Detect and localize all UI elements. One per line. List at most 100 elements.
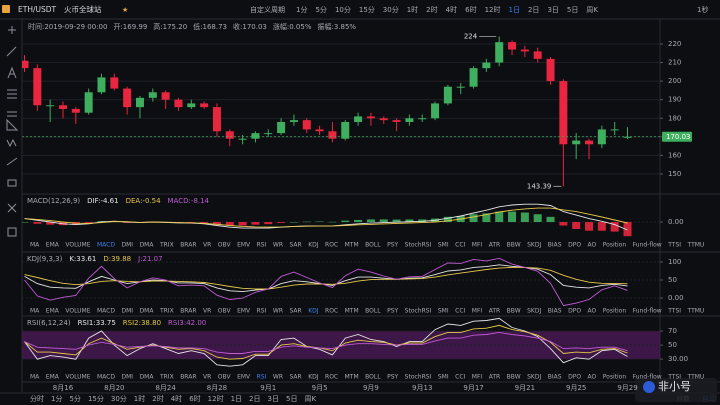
bottom-period[interactable]: 4时 <box>171 394 182 403</box>
indicator-tab[interactable]: TTMU <box>687 308 705 315</box>
indicator-tab[interactable]: MTM <box>345 308 359 315</box>
indicator-tab[interactable]: VR <box>203 308 211 315</box>
indicator-tab[interactable]: EMV <box>237 374 251 381</box>
indicator-tab[interactable]: TTSI <box>667 242 681 249</box>
shape-tool[interactable] <box>6 118 19 131</box>
indicator-tab[interactable]: VR <box>203 374 211 381</box>
crosshair-tool[interactable] <box>8 26 16 34</box>
delete-tool[interactable] <box>7 203 17 213</box>
indicator-tab[interactable]: EMA <box>46 242 60 249</box>
indicator-tab[interactable]: Fund-flow <box>633 308 662 315</box>
indicator-tab[interactable]: Fund-flow <box>633 374 662 381</box>
indicator-tab[interactable]: KDJ <box>308 308 319 315</box>
indicator-tab[interactable]: DPO <box>568 242 581 249</box>
indicator-tab[interactable]: ATR <box>489 242 500 249</box>
period-button[interactable]: 1日 <box>509 6 520 14</box>
bottom-period[interactable]: 2日 <box>249 395 260 403</box>
indicator-tab[interactable]: EMA <box>46 374 60 381</box>
indicator-tab[interactable]: WR <box>273 308 283 315</box>
indicator-tab[interactable]: KDJ <box>308 374 319 381</box>
indicator-tab[interactable]: Position <box>603 242 627 249</box>
magnet-tool[interactable] <box>7 179 17 187</box>
indicator-tab[interactable]: DMA <box>140 242 155 249</box>
indicator-tab[interactable]: CCI <box>455 308 465 315</box>
indicator-tab[interactable]: ROC <box>325 374 338 381</box>
indicator-tab[interactable]: DMA <box>140 308 155 315</box>
indicator-tab[interactable]: DMI <box>121 242 133 249</box>
bottom-period[interactable]: 周K <box>304 395 316 403</box>
indicator-tab[interactable]: BBW <box>507 242 521 249</box>
favorite-star[interactable]: ★ <box>122 6 128 14</box>
indicator-tab[interactable]: TTMU <box>687 374 705 381</box>
indicator-tab[interactable]: Position <box>603 374 627 381</box>
indicator-tab[interactable]: BBW <box>507 374 521 381</box>
indicator-tab[interactable]: ROC <box>325 242 338 249</box>
indicator-tab[interactable]: StochRSI <box>405 308 432 315</box>
indicator-tab[interactable]: MACD <box>97 374 115 381</box>
period-button[interactable]: 5分 <box>315 5 326 14</box>
bottom-period[interactable]: 1时 <box>134 394 145 403</box>
period-button[interactable]: 5日 <box>567 6 578 14</box>
symbol[interactable]: ETH/USDT <box>18 5 57 14</box>
channel-tool[interactable] <box>7 111 17 117</box>
indicator-tab[interactable]: BOLL <box>365 242 381 249</box>
indicator-tab[interactable]: TRIX <box>159 374 174 381</box>
indicator-tab[interactable]: VOLUME <box>65 308 90 315</box>
indicator-tab[interactable]: MTM <box>345 374 359 381</box>
indicator-tab[interactable]: SMI <box>438 308 449 315</box>
indicator-tab[interactable]: MFI <box>472 242 483 249</box>
indicator-tab[interactable]: BOLL <box>365 374 381 381</box>
indicator-tab[interactable]: RSI <box>257 242 267 249</box>
indicator-tab[interactable]: TTSI <box>667 374 681 381</box>
indicator-tab[interactable]: EMV <box>237 242 251 249</box>
indicator-tab[interactable]: DPO <box>568 308 581 315</box>
indicator-tab[interactable]: BRAR <box>180 308 196 315</box>
indicator-tab[interactable]: PSY <box>387 308 398 315</box>
indicator-tab[interactable]: AO <box>588 374 597 381</box>
indicator-tab[interactable]: BIAS <box>548 242 562 249</box>
indicator-tab[interactable]: TTSI <box>667 308 681 315</box>
period-button[interactable]: 4时 <box>446 5 457 14</box>
indicator-tab[interactable]: TTMU <box>687 242 705 249</box>
indicator-tab[interactable]: MA <box>30 308 40 315</box>
indicator-tab[interactable]: VOLUME <box>65 242 90 249</box>
indicator-tab[interactable]: RSI <box>257 308 267 315</box>
indicator-tab[interactable]: MACD <box>97 308 115 315</box>
indicator-tab[interactable]: EMA <box>46 308 60 315</box>
period-button[interactable]: 12时 <box>485 5 501 14</box>
bottom-period[interactable]: 6时 <box>189 394 200 403</box>
indicator-tab[interactable]: OBV <box>218 308 232 315</box>
indicator-tab[interactable]: StochRSI <box>405 242 432 249</box>
indicator-tab[interactable]: DMI <box>121 308 133 315</box>
period-button[interactable]: 1分 <box>296 5 307 14</box>
indicator-tab[interactable]: OBV <box>218 242 232 249</box>
period-button[interactable]: 3日 <box>547 6 558 14</box>
indicator-tab[interactable]: OBV <box>218 374 232 381</box>
indicator-tab[interactable]: CCI <box>455 374 465 381</box>
indicator-tab[interactable]: PSY <box>387 374 398 381</box>
indicator-tab[interactable]: ATR <box>489 374 500 381</box>
indicator-tab[interactable]: AO <box>588 308 597 315</box>
indicator-tab[interactable]: SAR <box>290 308 302 315</box>
indicator-tab[interactable]: StochRSI <box>405 374 432 381</box>
bottom-period[interactable]: 30分 <box>111 394 127 403</box>
indicator-tab[interactable]: MFI <box>472 308 483 315</box>
measure-tool[interactable] <box>6 157 18 166</box>
period-button[interactable]: 6时 <box>465 5 476 14</box>
indicator-tab[interactable]: WR <box>273 242 283 249</box>
bottom-period[interactable]: 5日 <box>286 395 297 403</box>
bottom-period[interactable]: 2时 <box>152 394 163 403</box>
bottom-period[interactable]: 5分 <box>69 394 80 403</box>
indicator-tab[interactable]: SKDJ <box>527 242 541 249</box>
indicator-tab[interactable]: AO <box>588 242 597 249</box>
period-button[interactable]: 2时 <box>426 5 437 14</box>
indicator-tab[interactable]: SAR <box>290 374 302 381</box>
indicator-tab[interactable]: ATR <box>489 308 500 315</box>
indicator-tab[interactable]: SKDJ <box>527 308 541 315</box>
indicator-tab[interactable]: VOLUME <box>65 374 90 381</box>
period-button[interactable]: 10分 <box>335 5 351 14</box>
period-button[interactable]: 30分 <box>383 5 399 14</box>
indicator-tab[interactable]: SAR <box>290 242 302 249</box>
indicator-tab[interactable]: BOLL <box>365 308 381 315</box>
pattern-tool[interactable] <box>6 138 17 148</box>
